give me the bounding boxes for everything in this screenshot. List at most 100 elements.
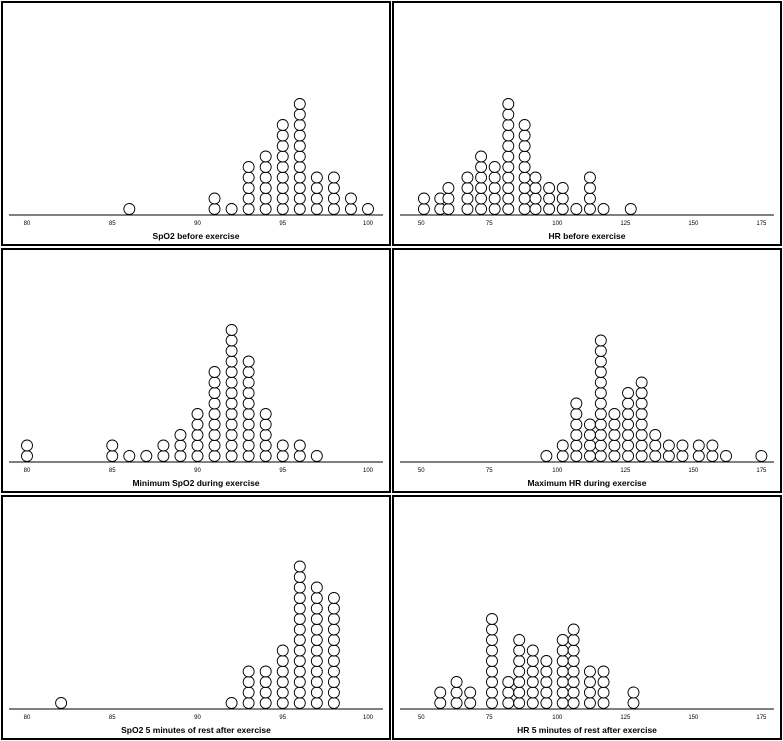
data-dot: [310, 592, 323, 604]
data-dot: [345, 203, 357, 215]
data-dot: [327, 697, 340, 709]
data-dot: [594, 387, 607, 399]
data-dot: [276, 644, 289, 657]
x-tick-label: 50: [418, 221, 425, 227]
data-dot: [191, 418, 204, 431]
data-dot: [526, 697, 539, 709]
data-dot: [502, 203, 515, 215]
dot-plot-hr-after-rest: 50 75 100 125 150 175 HR 5 minutes of rest aft…: [400, 613, 774, 735]
data-dot: [594, 408, 607, 420]
x-tick-label: 175: [756, 221, 767, 227]
data-dot: [502, 676, 515, 688]
data-dot: [518, 150, 531, 163]
x-tick-label: 150: [688, 715, 699, 721]
data-dot: [556, 676, 569, 688]
data-dot: [461, 192, 474, 205]
data-dot: [442, 203, 455, 215]
data-dot: [225, 439, 238, 452]
data-dot: [513, 686, 526, 699]
data-dot: [293, 602, 306, 615]
data-dot: [327, 623, 340, 636]
data-dot: [583, 429, 596, 441]
data-dot: [461, 182, 474, 194]
data-dot: [518, 203, 531, 215]
x-tick-label: 125: [620, 221, 631, 227]
x-tick-label: 80: [24, 221, 31, 227]
data-dot: [570, 397, 583, 410]
data-dot: [174, 439, 187, 452]
data-dot: [259, 171, 272, 184]
data-dot: [259, 450, 272, 462]
data-dot: [208, 450, 221, 462]
data-dot: [502, 686, 515, 699]
x-tick-label: 75: [486, 715, 493, 721]
data-dot: [706, 450, 719, 462]
data-dot: [123, 450, 136, 462]
x-tick-label: 90: [194, 468, 201, 474]
panel-spo2-after-rest: 80 85 90 95 100 SpO2 5 minutes of rest after …: [1, 495, 391, 740]
data-dot: [513, 665, 526, 678]
data-dot: [276, 203, 289, 215]
data-dot: [417, 203, 430, 215]
data-dot: [540, 665, 553, 678]
data-dot: [567, 644, 580, 657]
x-axis-title: SpO2 5 minutes of rest after exercise: [121, 725, 271, 735]
data-dot: [529, 203, 542, 215]
data-dot: [622, 429, 634, 441]
data-dot: [475, 161, 488, 173]
data-dot: [242, 355, 255, 368]
data-dot: [570, 429, 583, 441]
data-dot: [293, 161, 306, 173]
data-dot: [622, 408, 634, 420]
data-dot: [293, 644, 306, 657]
data-dot: [583, 450, 596, 462]
data-dot: [242, 192, 255, 205]
data-dot: [556, 665, 569, 678]
data-dot: [556, 686, 569, 699]
data-dot: [327, 171, 340, 184]
data-dot: [293, 613, 306, 625]
data-dot: [635, 439, 648, 452]
panel-hr-before: 50 75 100 125 150 175 HR before exercise: [392, 1, 782, 246]
data-dot: [310, 602, 323, 615]
data-dot: [259, 439, 272, 452]
data-dot: [597, 665, 610, 678]
data-dot: [225, 345, 238, 357]
x-tick-label: 80: [24, 715, 31, 721]
data-dot: [502, 98, 515, 110]
data-dot: [191, 439, 204, 452]
data-dot: [706, 439, 719, 452]
data-dot: [502, 140, 515, 152]
data-dot: [583, 203, 596, 215]
data-dot: [627, 697, 640, 709]
data-dot: [594, 418, 607, 431]
data-dot: [529, 182, 542, 194]
data-dot: [208, 387, 221, 399]
data-dot: [488, 171, 501, 184]
data-dot: [276, 182, 289, 194]
data-dot: [442, 182, 455, 194]
x-tick-label: 100: [552, 715, 563, 721]
panel-max-hr-during: 50 75 100 125 150 175 Maximum HR during exerci…: [392, 248, 782, 493]
panel-min-spo2-during: 80 85 90 95 100 Minimum SpO2 during exercise: [1, 248, 391, 493]
data-dot: [518, 192, 531, 205]
data-dot: [594, 397, 607, 410]
data-dot: [242, 429, 255, 441]
data-dot: [225, 376, 238, 389]
x-tick-label: 50: [418, 468, 425, 474]
data-dot: [310, 644, 323, 657]
data-dot: [518, 171, 531, 184]
data-dot: [635, 387, 648, 399]
data-dot: [208, 408, 221, 420]
data-dot: [608, 439, 621, 452]
data-dot: [242, 676, 255, 688]
data-dot: [450, 697, 463, 709]
data-dot: [208, 397, 221, 410]
x-tick-label: 75: [486, 221, 493, 227]
data-dot: [140, 450, 153, 462]
data-dot: [597, 697, 610, 709]
data-dot: [583, 418, 596, 431]
data-dot: [529, 171, 542, 184]
data-dot: [594, 345, 607, 357]
data-dot: [276, 119, 289, 131]
